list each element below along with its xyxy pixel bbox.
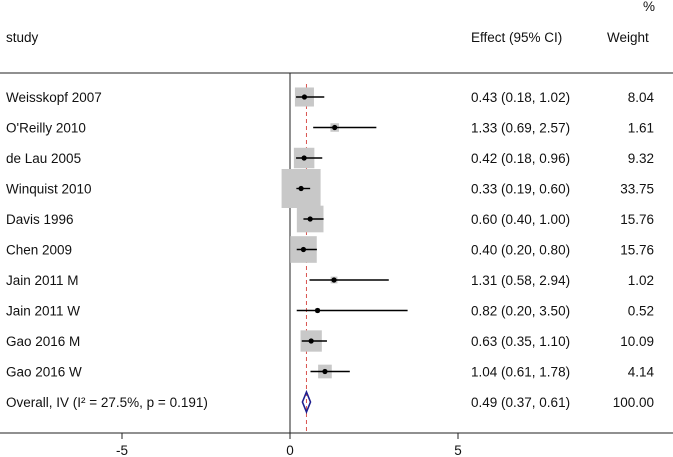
x-tick-label: 5 bbox=[454, 443, 462, 457]
study-weight: 33.75 bbox=[620, 182, 654, 197]
study-weight: 15.76 bbox=[620, 212, 654, 227]
effect-column-header: Effect (95% CI) bbox=[471, 30, 562, 45]
reference-lines bbox=[289, 73, 307, 433]
study-label: Davis 1996 bbox=[6, 212, 74, 227]
study-effect-ci: 1.31 (0.58, 2.94) bbox=[471, 273, 570, 288]
overall-effect-ci: 0.49 (0.37, 0.61) bbox=[471, 395, 570, 410]
study-weight: 1.02 bbox=[628, 273, 654, 288]
study-weight: 9.32 bbox=[628, 151, 654, 166]
x-tick-label: -5 bbox=[116, 443, 128, 457]
study-column-header: study bbox=[6, 30, 39, 45]
study-weight: 8.04 bbox=[628, 90, 655, 105]
overall-diamond bbox=[301, 389, 312, 415]
study-label: Winquist 2010 bbox=[6, 182, 92, 197]
overall-weight: 100.00 bbox=[613, 395, 654, 410]
study-weight: 1.61 bbox=[628, 121, 654, 136]
study-weight: 4.14 bbox=[628, 365, 655, 380]
study-weight: 10.09 bbox=[620, 334, 654, 349]
study-effect-ci: 0.33 (0.19, 0.60) bbox=[471, 182, 570, 197]
study-point-estimate bbox=[301, 155, 307, 161]
study-point-estimate bbox=[307, 216, 313, 222]
study-point-estimate bbox=[300, 246, 307, 253]
effect-labels: 0.43 (0.18, 1.02) 1.33 (0.69, 2.57) 0.42 (… bbox=[471, 90, 570, 380]
study-effect-ci: 1.04 (0.61, 1.78) bbox=[471, 365, 570, 380]
study-point-estimate bbox=[298, 185, 304, 192]
weight-percent-header: % bbox=[643, 0, 655, 14]
overall-estimate: Overall, IV (I² = 27.5%, p = 0.191) 0.49 … bbox=[6, 389, 654, 415]
study-weight: 0.52 bbox=[628, 304, 654, 319]
weight-column-header: Weight bbox=[607, 30, 649, 45]
study-label: O'Reilly 2010 bbox=[6, 121, 86, 136]
study-label: Chen 2009 bbox=[6, 243, 72, 258]
study-label: de Lau 2005 bbox=[6, 151, 81, 166]
study-effect-ci: 0.43 (0.18, 1.02) bbox=[471, 90, 570, 105]
study-point-estimate bbox=[308, 338, 314, 344]
study-effect-ci: 0.40 (0.20, 0.80) bbox=[471, 243, 570, 258]
study-point-estimate bbox=[314, 307, 321, 314]
study-effect-ci: 1.33 (0.69, 2.57) bbox=[471, 121, 570, 136]
x-tick-label: 0 bbox=[286, 443, 294, 457]
study-label: Jain 2011 W bbox=[6, 304, 80, 319]
study-effect-ci: 0.60 (0.40, 1.00) bbox=[471, 212, 570, 227]
study-effect-ci: 0.82 (0.20, 3.50) bbox=[471, 304, 570, 319]
confidence-intervals bbox=[296, 94, 408, 375]
study-label: Jain 2011 M bbox=[6, 273, 79, 288]
overall-label: Overall, IV (I² = 27.5%, p = 0.191) bbox=[6, 395, 208, 410]
study-point-estimate bbox=[301, 94, 308, 100]
study-label: Weisskopf 2007 bbox=[6, 90, 102, 105]
study-effect-ci: 0.42 (0.18, 0.96) bbox=[471, 151, 570, 166]
study-label: Gao 2016 M bbox=[6, 334, 80, 349]
study-label: Gao 2016 W bbox=[6, 365, 82, 380]
weight-labels: 8.04 1.61 9.32 33.75 15.76 15.76 1.02 0.52 10.09… bbox=[620, 90, 654, 380]
study-labels: Weisskopf 2007 O'Reilly 2010 de Lau 2005 Wi… bbox=[6, 90, 102, 380]
study-effect-ci: 0.63 (0.35, 1.10) bbox=[471, 334, 570, 349]
x-axis-ticks: -5 0 5 bbox=[116, 433, 462, 457]
study-point-estimate bbox=[322, 368, 328, 375]
study-point-estimate bbox=[332, 124, 338, 131]
study-weight: 15.76 bbox=[620, 243, 654, 258]
study-point-estimate bbox=[331, 277, 337, 283]
